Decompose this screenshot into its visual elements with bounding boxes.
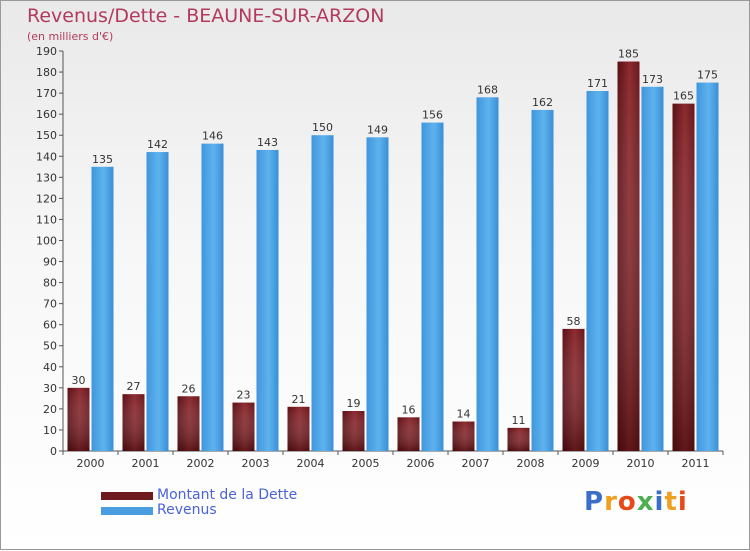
- y-tick-label: 20: [43, 403, 57, 416]
- bar-revenus: [146, 152, 169, 452]
- bar-dette-shade: [397, 417, 420, 451]
- bar-revenus: [531, 109, 554, 452]
- data-label-dette: 14: [457, 408, 471, 421]
- x-tick-label: 2000: [77, 457, 105, 470]
- x-tick-label: 2008: [517, 457, 545, 470]
- bar-revenus: [91, 166, 114, 451]
- bar-revenus: [421, 122, 444, 451]
- bar-revenus: [476, 97, 499, 451]
- y-tick-label: 140: [36, 150, 57, 163]
- data-label-dette: 21: [292, 393, 306, 406]
- data-label-dette: 16: [402, 403, 416, 416]
- bar-dette-shade: [67, 387, 90, 451]
- x-tick-label: 2002: [187, 457, 215, 470]
- data-label-revenus: 146: [202, 130, 223, 143]
- data-label-dette: 26: [182, 382, 196, 395]
- y-tick-label: 100: [36, 234, 57, 247]
- bar-dette-shade: [672, 103, 695, 451]
- x-tick-label: 2006: [407, 457, 435, 470]
- data-label-revenus: 168: [477, 83, 498, 96]
- bar-revenus: [201, 143, 224, 451]
- data-label-revenus: 173: [642, 73, 663, 86]
- x-tick-label: 2009: [572, 457, 600, 470]
- bar-dette-shade: [177, 396, 200, 451]
- bar-revenus: [256, 149, 279, 451]
- y-tick-label: 180: [36, 66, 57, 79]
- logo-letter: i: [677, 487, 688, 517]
- chart-subtitle: (en milliers d'€): [27, 30, 114, 43]
- bar-revenus: [366, 137, 389, 451]
- data-label-revenus: 156: [422, 109, 443, 122]
- y-tick-label: 30: [43, 382, 57, 395]
- data-label-dette: 27: [127, 380, 141, 393]
- x-tick-label: 2001: [132, 457, 160, 470]
- x-tick-label: 2004: [297, 457, 325, 470]
- data-label-revenus: 142: [147, 138, 168, 151]
- data-label-revenus: 149: [367, 123, 388, 136]
- x-tick-label: 2003: [242, 457, 270, 470]
- data-label-dette: 30: [72, 374, 86, 387]
- bar-dette-shade: [562, 328, 585, 451]
- bar-dette-shade: [122, 394, 145, 451]
- legend-label-dette: Montant de la Dette: [157, 487, 298, 503]
- bar-dette-shade: [287, 406, 310, 451]
- logo-letter: i: [654, 487, 665, 517]
- y-tick-label: 50: [43, 340, 57, 353]
- legend-label-revenus: Revenus: [157, 502, 217, 518]
- y-tick-label: 40: [43, 361, 57, 374]
- y-tick-label: 150: [36, 129, 57, 142]
- data-label-revenus: 171: [587, 77, 608, 90]
- data-label-revenus: 135: [92, 153, 113, 166]
- y-tick-label: 130: [36, 171, 57, 184]
- bar-dette-shade: [507, 427, 530, 451]
- bar-dette-shade: [232, 402, 255, 451]
- data-label-revenus: 143: [257, 136, 278, 149]
- proxiti-logo: Proxiti: [584, 487, 688, 517]
- chart-title: Revenus/Dette - BEAUNE-SUR-ARZON: [27, 5, 385, 27]
- data-label-revenus: 175: [697, 69, 718, 82]
- y-tick-label: 0: [50, 445, 57, 458]
- y-tick-label: 60: [43, 319, 57, 332]
- x-tick-label: 2011: [682, 457, 710, 470]
- logo-letter: x: [636, 487, 655, 517]
- y-tick-label: 80: [43, 277, 57, 290]
- data-label-dette: 23: [237, 389, 251, 402]
- data-label-dette: 11: [512, 414, 526, 427]
- bar-revenus: [641, 86, 664, 451]
- data-label-dette: 185: [618, 48, 639, 61]
- data-label-dette: 58: [567, 315, 581, 328]
- y-tick-label: 70: [43, 298, 57, 311]
- bar-revenus: [311, 135, 334, 452]
- bar-revenus: [696, 82, 719, 451]
- legend-swatch-revenus: [101, 507, 153, 515]
- data-label-dette: 165: [673, 90, 694, 103]
- data-label-dette: 19: [347, 397, 361, 410]
- logo-letter: P: [584, 487, 605, 517]
- logo-letter: r: [604, 487, 618, 517]
- x-tick-label: 2005: [352, 457, 380, 470]
- y-tick-label: 120: [36, 192, 57, 205]
- y-tick-label: 110: [36, 213, 57, 226]
- y-tick-label: 90: [43, 256, 57, 269]
- bar-dette-shade: [452, 421, 475, 451]
- bar-revenus: [586, 91, 609, 451]
- data-label-revenus: 150: [312, 121, 333, 134]
- y-tick-label: 170: [36, 87, 57, 100]
- data-label-revenus: 162: [532, 96, 553, 109]
- bar-dette-shade: [617, 61, 640, 452]
- logo-letter: o: [617, 487, 637, 517]
- y-tick-label: 10: [43, 424, 57, 437]
- x-tick-label: 2007: [462, 457, 490, 470]
- legend-swatch-dette: [101, 492, 153, 500]
- bar-dette-shade: [342, 411, 365, 451]
- y-tick-label: 190: [36, 45, 57, 58]
- y-tick-label: 160: [36, 108, 57, 121]
- x-tick-label: 2010: [627, 457, 655, 470]
- logo-letter: t: [664, 487, 678, 517]
